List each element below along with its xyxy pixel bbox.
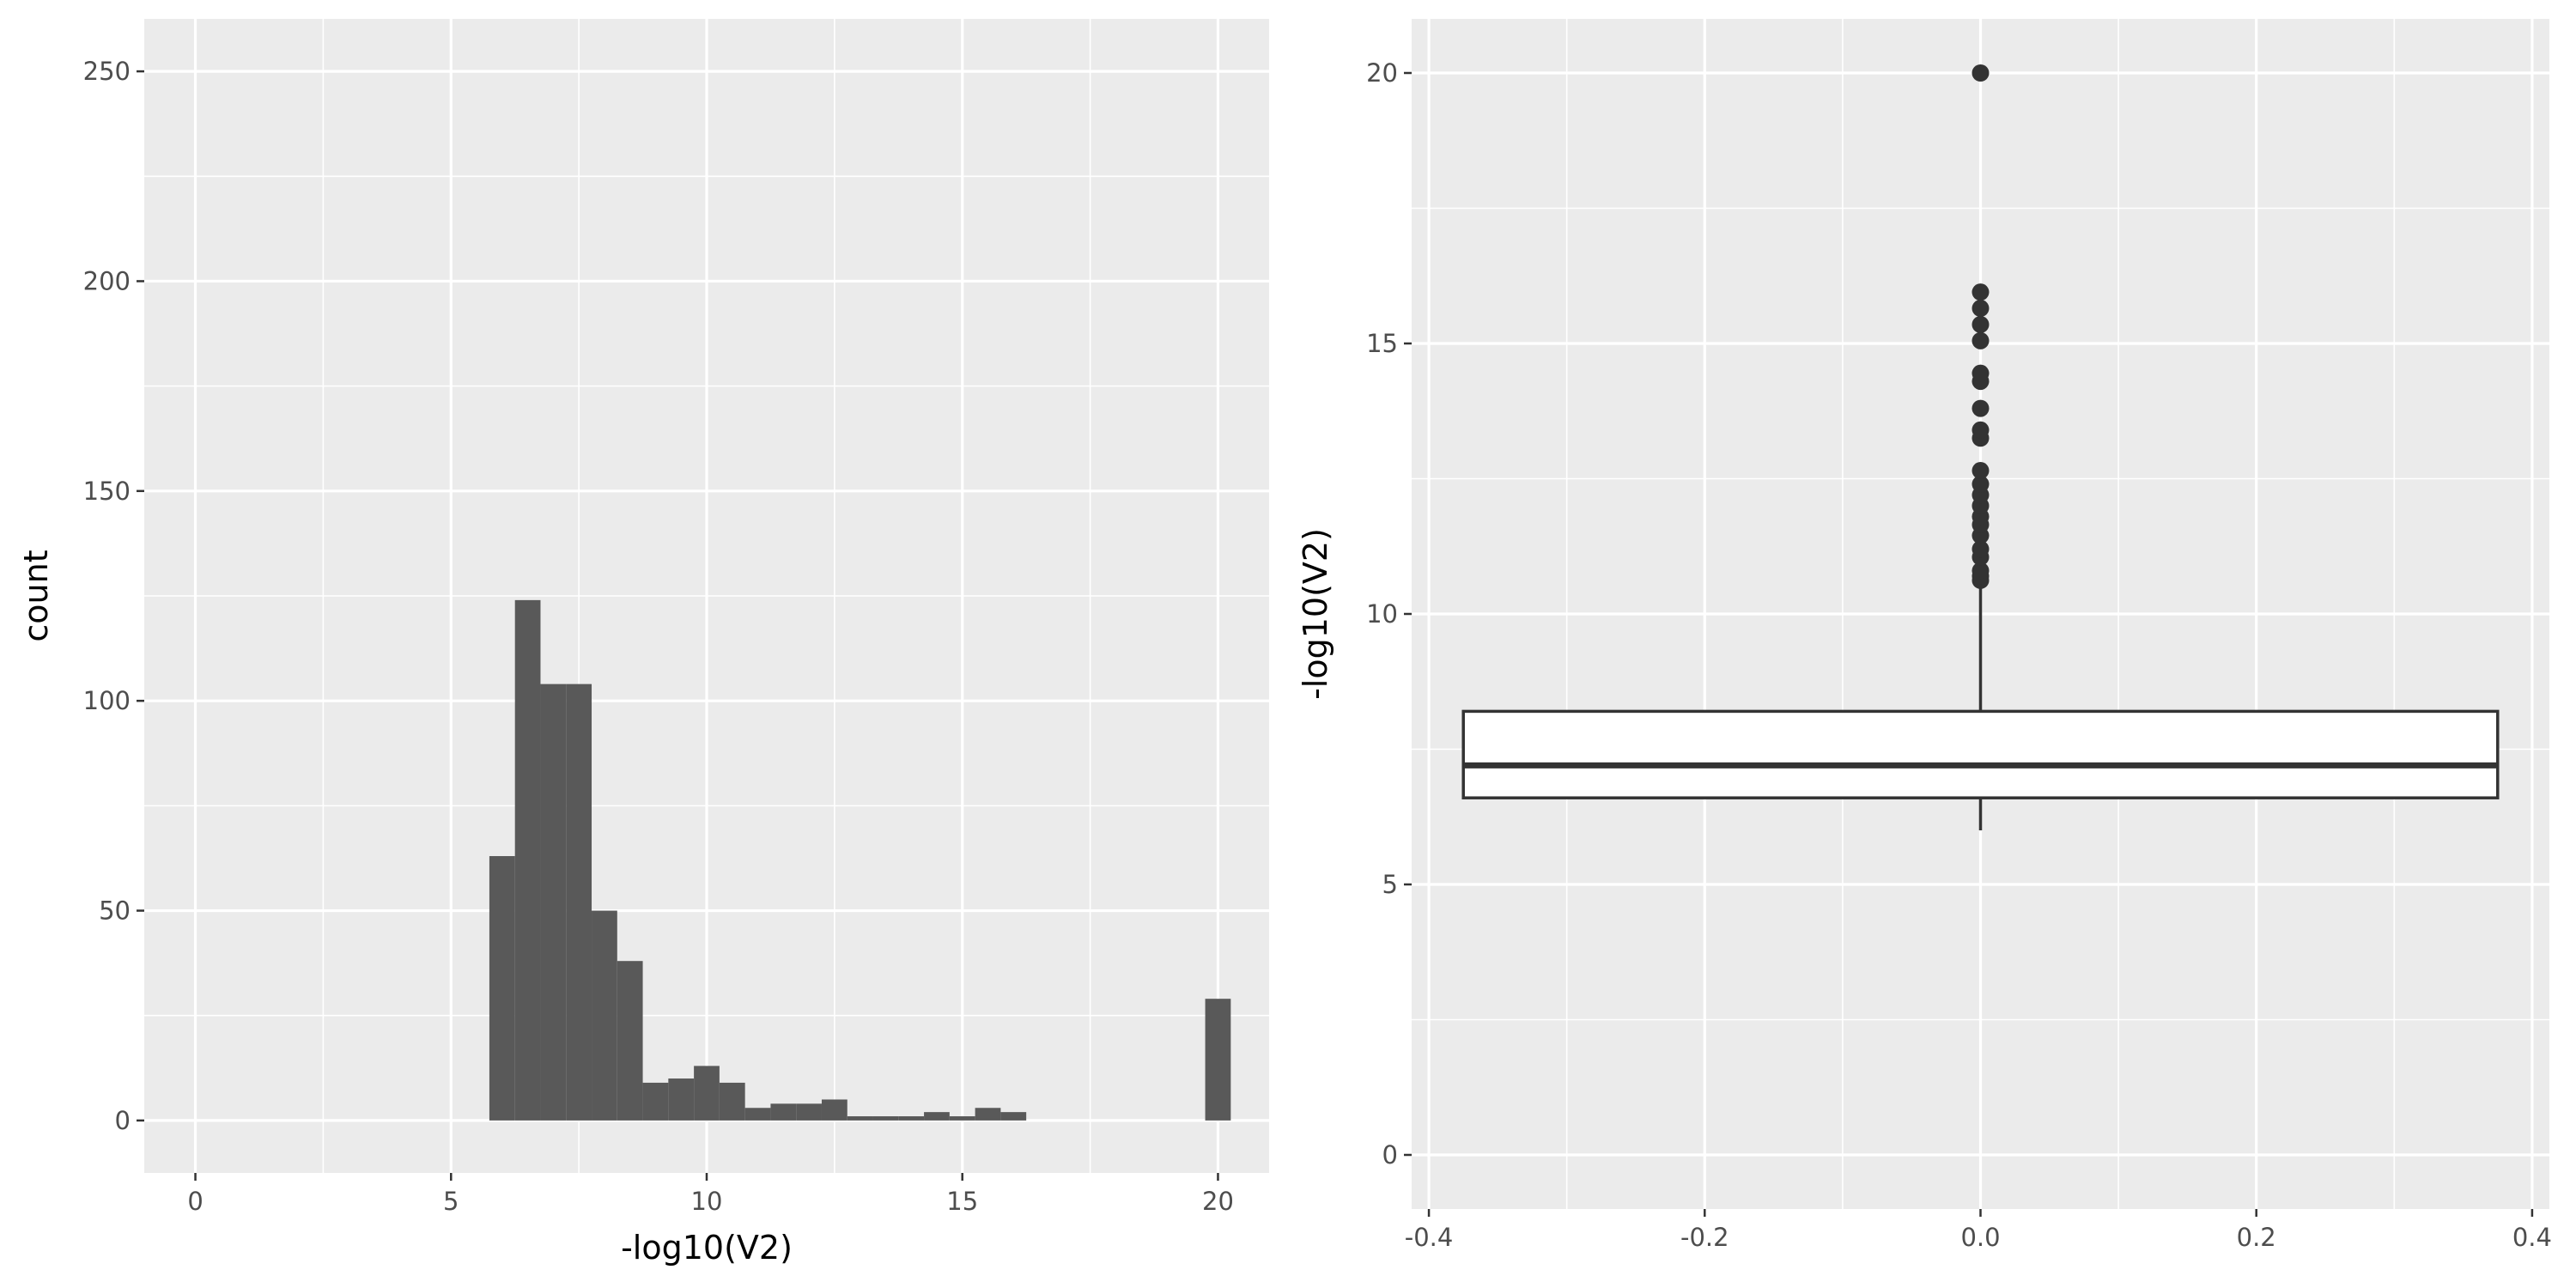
histogram-y-axis-title: count [17, 550, 55, 641]
y-tick-label: 250 [83, 57, 131, 86]
histogram-bar [796, 1103, 822, 1121]
outlier-point [1971, 283, 1990, 301]
y-tick-label: 5 [1382, 870, 1398, 899]
x-tick-label: -0.4 [1405, 1223, 1454, 1252]
y-tick-label: 50 [99, 896, 131, 926]
x-tick-label: -0.2 [1680, 1223, 1729, 1252]
histogram-bar [540, 683, 567, 1121]
histogram-bar [847, 1116, 873, 1121]
histogram-bar [617, 961, 643, 1121]
x-tick-label: 0 [187, 1187, 203, 1216]
histogram-bar [1000, 1112, 1027, 1121]
y-tick-label: 100 [83, 686, 131, 715]
outlier-point [1971, 399, 1990, 417]
interquartile-box [1461, 709, 2500, 799]
histogram-bar [898, 1116, 925, 1121]
outlier-point [1971, 462, 1990, 480]
outlier-point [1971, 540, 1990, 558]
x-tick-label: 15 [946, 1187, 978, 1216]
outlier-point [1971, 300, 1990, 318]
outlier-point [1971, 421, 1990, 439]
y-tick-label: 0 [1382, 1140, 1398, 1170]
y-tick-label: 200 [83, 266, 131, 295]
histogram-bar [770, 1103, 797, 1121]
histogram-bar [489, 856, 515, 1121]
histogram-gridlines [144, 19, 1269, 1173]
histogram-bar [744, 1108, 771, 1121]
x-tick-label: 0.2 [2237, 1223, 2276, 1252]
y-tick-label: 15 [1366, 329, 1398, 358]
histogram-bar [924, 1112, 950, 1121]
x-tick-label: 0.0 [1960, 1223, 2000, 1252]
outlier-point [1971, 475, 1990, 493]
histogram-bar [566, 683, 592, 1121]
x-tick-label: 0.4 [2512, 1223, 2552, 1252]
outlier-point [1971, 364, 1990, 382]
outlier-point [1971, 331, 1990, 349]
histogram-bar [821, 1099, 848, 1121]
outlier-point [1971, 64, 1990, 82]
histogram-bar [975, 1108, 1001, 1121]
histogram-bars [489, 599, 1231, 1121]
outlier-point [1971, 315, 1990, 333]
histogram-bar [1205, 999, 1231, 1121]
boxplot-panel: -0.4 -0.2 0.0 0.2 0.4 0 5 10 15 20 -log10(V2) [1297, 19, 2552, 1252]
outlier-point [1971, 562, 1990, 580]
histogram-bar [514, 599, 541, 1121]
y-tick-label: 10 [1366, 599, 1398, 629]
histogram-bar [719, 1082, 745, 1121]
boxplot-axes: -0.4 -0.2 0.0 0.2 0.4 0 5 10 15 20 [1366, 58, 2552, 1252]
x-tick-label: 5 [443, 1187, 459, 1216]
x-tick-label: 10 [691, 1187, 723, 1216]
y-tick-label: 0 [115, 1106, 131, 1135]
histogram-bar [592, 910, 617, 1121]
histogram-bar [949, 1116, 975, 1121]
histogram-bar [694, 1066, 720, 1121]
histogram-bar [668, 1078, 695, 1121]
x-tick-label: 20 [1202, 1187, 1234, 1216]
histogram-bar [872, 1116, 899, 1121]
histogram-x-axis-title: -log10(V2) [621, 1229, 793, 1267]
y-tick-label: 20 [1366, 58, 1398, 88]
y-tick-label: 150 [83, 477, 131, 506]
histogram-bar [642, 1082, 669, 1121]
boxplot-marks [1461, 64, 2500, 830]
boxplot-y-axis-title: -log10(V2) [1297, 528, 1334, 700]
